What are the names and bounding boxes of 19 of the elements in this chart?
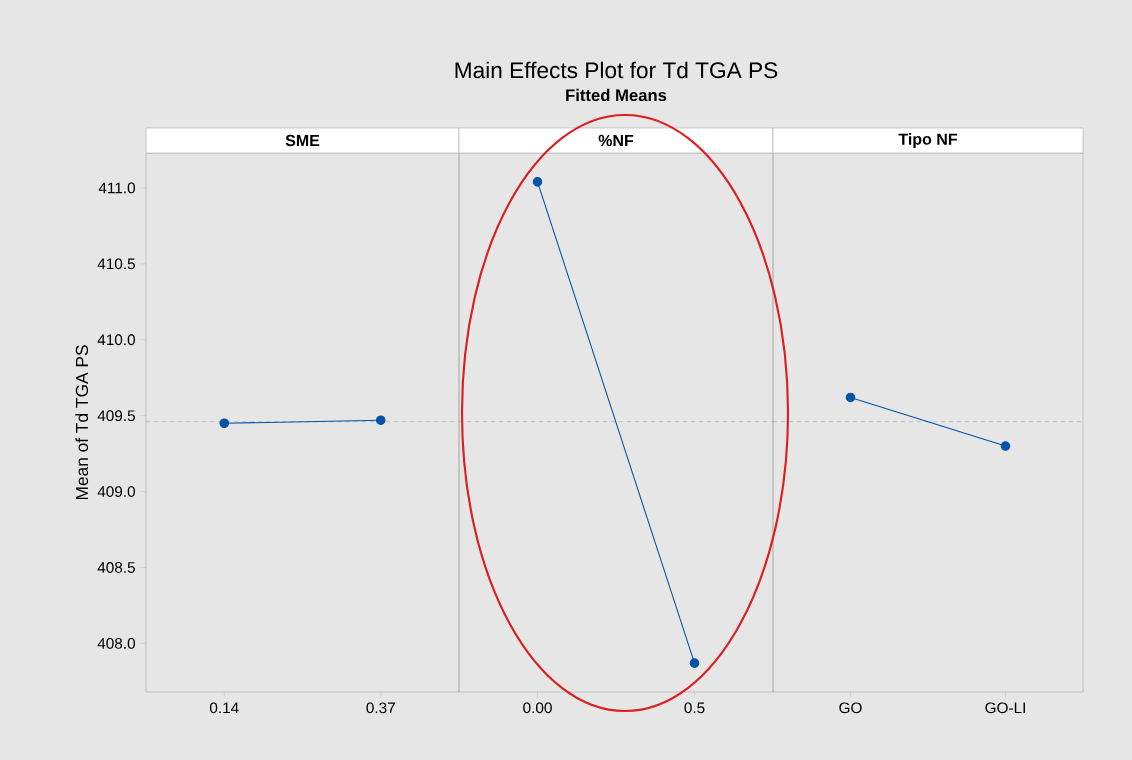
y-tick-label: 410.5 (97, 258, 135, 270)
x-axis-title: SME (285, 134, 320, 147)
y-tick-label: 409.0 (97, 486, 135, 497)
x-tick-label: 0.00 (523, 702, 552, 714)
y-tick-label: 408.0 (97, 637, 135, 649)
x-tick-label: GO (839, 702, 862, 714)
chart-subtitle: Fitted Means (566, 88, 667, 102)
x-axis-title: %NF (598, 134, 634, 147)
y-tick-label: 409.5 (97, 410, 135, 422)
y-axis-title: Mean of Td TGA PS (75, 345, 89, 500)
x-axis-title: Tipo NF (898, 133, 958, 148)
y-tick-label: 408.5 (97, 562, 135, 573)
y-tick-label: 410.0 (97, 334, 135, 346)
chart-title: Main Effects Plot for Td TGA PS (455, 61, 778, 79)
y-tick-label: 411.0 (98, 182, 135, 194)
x-tick-label: GO-LI (985, 702, 1025, 714)
x-tick-label: 0.5 (684, 702, 705, 714)
x-tick-label: 0.14 (209, 702, 239, 714)
x-tick-label: 0.37 (366, 702, 395, 714)
